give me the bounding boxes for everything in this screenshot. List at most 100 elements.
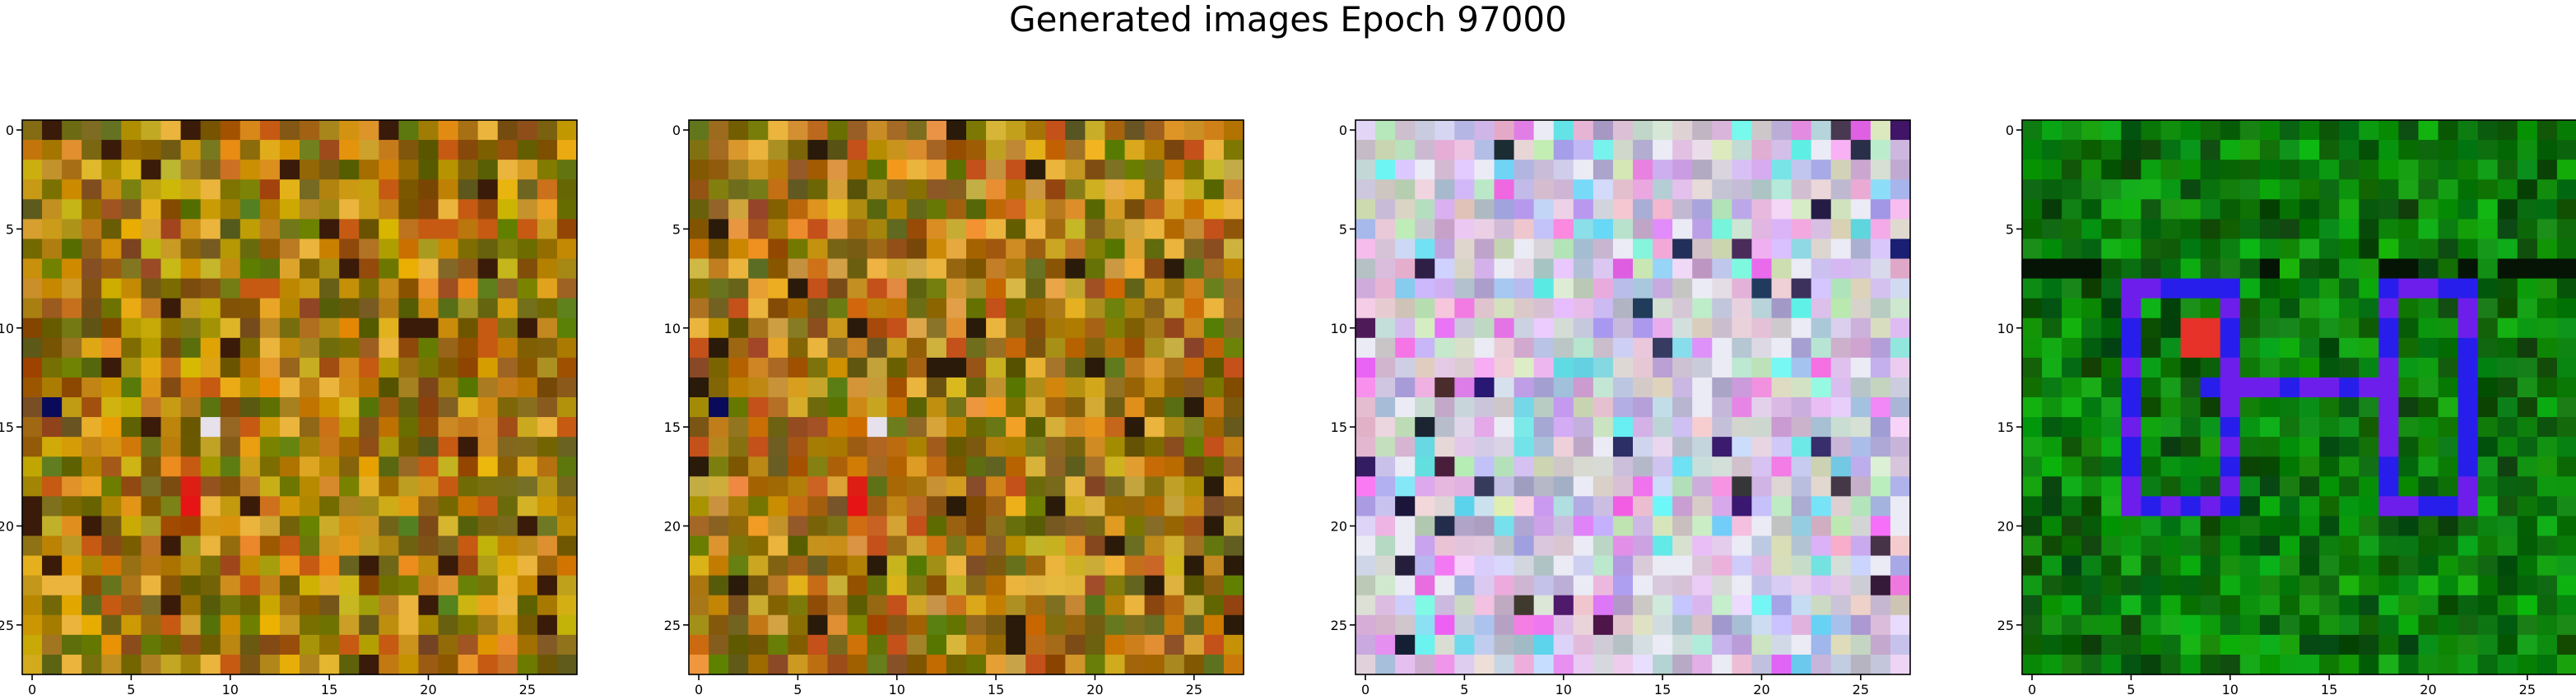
heatmap-cell [1751, 278, 1773, 299]
heatmap-cell [2160, 417, 2182, 438]
heatmap-cell [1811, 278, 1832, 299]
heatmap-cell [160, 437, 182, 457]
heatmap-cell [1573, 437, 1594, 457]
heatmap-cell [2200, 654, 2221, 675]
heatmap-cell [1870, 337, 1891, 359]
heatmap-cell [2339, 179, 2360, 200]
heatmap-cell [497, 496, 518, 517]
heatmap-cell [458, 595, 479, 616]
heatmap-cell [2438, 634, 2459, 656]
heatmap-cell [418, 337, 439, 359]
heatmap-cell [1771, 337, 1793, 359]
heatmap-cell [2022, 614, 2043, 636]
heatmap-cell [1593, 654, 1614, 675]
heatmap-cell [2497, 199, 2518, 220]
heatmap-cell [906, 278, 928, 299]
heatmap-cell [2339, 258, 2360, 280]
heatmap-cell [2121, 298, 2142, 319]
heatmap-cell [81, 397, 102, 418]
heatmap-cell [788, 377, 809, 398]
heatmap-cell [1514, 535, 1535, 557]
heatmap-cell [2081, 614, 2102, 636]
heatmap-cell [1415, 239, 1435, 260]
heatmap-cell [1712, 179, 1732, 200]
heatmap-cell [1830, 337, 1852, 359]
heatmap-cell [81, 634, 102, 656]
heatmap-cell [1375, 219, 1396, 240]
heatmap-cell [42, 516, 63, 537]
heatmap-cell [1065, 377, 1086, 398]
heatmap-cell [537, 595, 558, 616]
heatmap-cell [2220, 555, 2241, 577]
heatmap-cell [1434, 219, 1455, 240]
heatmap-cell [1653, 357, 1673, 378]
heatmap-cell [2398, 337, 2420, 359]
heatmap-cell [1890, 595, 1911, 616]
heatmap-cell [748, 397, 769, 418]
heatmap-cell [768, 120, 788, 141]
heatmap-cell [1045, 179, 1066, 200]
heatmap-cell [768, 377, 788, 398]
heatmap-cell [966, 179, 987, 200]
heatmap-cell [141, 417, 162, 438]
heatmap-cell [1553, 476, 1574, 497]
heatmap-cell [1415, 120, 1435, 141]
heatmap-cell [42, 595, 63, 616]
heatmap-cell [2180, 476, 2202, 497]
heatmap-cell [1573, 357, 1594, 378]
heatmap-cell [2121, 258, 2142, 280]
heatmap-cell [2497, 258, 2518, 280]
heatmap-cell [418, 160, 439, 180]
heatmap-cell [180, 595, 202, 616]
heatmap-cell [556, 239, 578, 260]
heatmap-cell [966, 595, 987, 616]
heatmap-cell [1811, 417, 1832, 438]
heatmap-cell [180, 654, 202, 675]
heatmap-cell [2042, 120, 2062, 141]
heatmap-cell [906, 160, 928, 180]
heatmap-cell [2497, 555, 2518, 577]
heatmap-cell [1811, 456, 1832, 477]
heatmap-cell [497, 317, 518, 339]
heatmap-cell [2141, 298, 2162, 319]
heatmap-cell [1830, 160, 1852, 180]
heatmap-cell [42, 357, 63, 378]
heatmap-cell [1164, 575, 1185, 596]
heatmap-cell [1203, 298, 1225, 319]
heatmap-cell [180, 120, 202, 141]
heatmap-cell [517, 555, 538, 577]
heatmap-cell [101, 634, 122, 656]
heatmap-cell [2101, 219, 2122, 240]
heatmap-cell [359, 377, 379, 398]
heatmap-cell [1203, 219, 1225, 240]
heatmap-cell [1870, 634, 1891, 656]
heatmap-cell [42, 219, 63, 240]
heatmap-cell [2220, 535, 2241, 557]
heatmap-cell [42, 456, 63, 477]
heatmap-cell [497, 397, 518, 418]
heatmap-cell [398, 239, 420, 260]
heatmap-cell [1890, 140, 1911, 160]
heatmap-cell [418, 456, 439, 477]
heatmap-cell [1830, 456, 1852, 477]
heatmap-cell [2477, 298, 2499, 319]
heatmap-cell [1164, 595, 1185, 616]
heatmap-cell [1830, 417, 1852, 438]
heatmap-cell [359, 614, 379, 636]
heatmap-cell [1751, 140, 1773, 160]
heatmap-cell [1065, 595, 1086, 616]
heatmap-cell [1553, 634, 1574, 656]
heatmap-cell [689, 634, 709, 656]
heatmap-cell [1533, 476, 1555, 497]
heatmap-cell [2536, 634, 2558, 656]
heatmap-cell [1514, 555, 1535, 577]
heatmap-cell [2160, 160, 2182, 180]
heatmap-cell [1850, 258, 1872, 280]
heatmap-cell [2457, 516, 2479, 537]
heatmap-cell [2121, 496, 2142, 517]
heatmap-cell [2062, 239, 2082, 260]
heatmap-cell [1890, 555, 1911, 577]
heatmap-cell [1514, 634, 1535, 656]
heatmap-cell [2339, 120, 2360, 141]
heatmap-cell [1494, 160, 1515, 180]
